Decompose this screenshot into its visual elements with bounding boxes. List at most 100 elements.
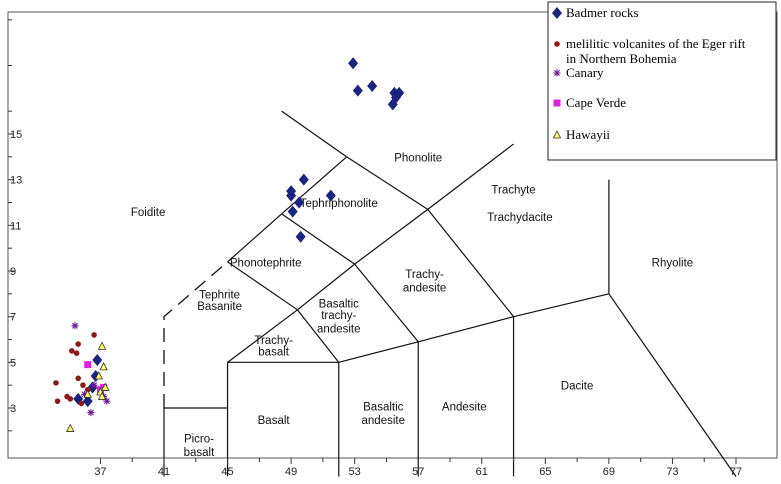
- boundary-line: [427, 167, 483, 210]
- field-label: Tephriphonolite: [300, 198, 378, 210]
- boundary-line: [427, 208, 515, 318]
- legend-marker: [552, 7, 562, 19]
- field-label: basalt: [258, 346, 289, 358]
- data-point: [73, 350, 80, 357]
- y-tick-label: 7: [10, 312, 16, 324]
- data-point: [352, 84, 363, 97]
- data-point: [54, 398, 61, 404]
- legend-marker: [553, 69, 561, 77]
- field-label: andesite: [317, 324, 360, 336]
- x-tick-label: 61: [476, 466, 488, 478]
- field-label: Dacite: [561, 381, 594, 393]
- field-label: Trachydacite: [487, 212, 552, 224]
- legend-label: Canary: [566, 65, 604, 80]
- field-label: Phonolite: [394, 152, 442, 164]
- y-tick-label: 11: [10, 220, 21, 232]
- data-point: [91, 332, 97, 338]
- y-tick-label: 3: [10, 403, 16, 415]
- data-point: [83, 389, 92, 398]
- data-points: [53, 57, 405, 432]
- boundary-line: [481, 143, 514, 169]
- legend-marker: [553, 99, 561, 107]
- boundary-line: [338, 341, 419, 363]
- data-point: [66, 423, 75, 432]
- data-point: [67, 396, 74, 402]
- data-point: [84, 361, 92, 369]
- data-point: [390, 91, 401, 104]
- boundary-line: [281, 110, 348, 158]
- foidite-boundary-dashed: [163, 261, 228, 408]
- x-tick-label: 65: [539, 466, 551, 478]
- legend-label: Cape Verde: [566, 95, 626, 110]
- data-point: [75, 341, 81, 347]
- x-tick-label: 69: [603, 466, 615, 478]
- boundary-line: [281, 213, 356, 265]
- data-point: [94, 371, 104, 380]
- boundary-line: [296, 309, 340, 363]
- legend-label: Hawayii: [566, 127, 610, 142]
- x-tick-label: 77: [730, 466, 742, 478]
- data-point: [103, 397, 111, 405]
- data-point: [97, 391, 107, 400]
- x-tick-label: 45: [221, 466, 233, 478]
- data-point: [87, 409, 95, 417]
- data-point: [92, 354, 103, 367]
- field-labels: Foidite Phonolite Tephriphonolite Trachyte T…: [131, 152, 693, 459]
- data-point: [71, 322, 79, 330]
- data-point: [97, 341, 107, 350]
- data-point: [298, 173, 309, 186]
- boundary-line: [227, 261, 298, 311]
- x-tick-label: 41: [158, 466, 170, 478]
- field-label: Foidite: [131, 207, 166, 219]
- legend: Badmer rocks melilitic volcanites of the …: [547, 1, 777, 161]
- data-point: [286, 189, 297, 202]
- y-tick-label: 13: [10, 175, 22, 187]
- boundary-line: [281, 156, 348, 215]
- field-label: Basaltic: [319, 299, 360, 311]
- x-tick-label: 57: [412, 466, 424, 478]
- legend-marker: [552, 130, 562, 139]
- field-label: Rhyolite: [652, 257, 694, 269]
- data-point: [367, 80, 378, 93]
- data-point: [100, 382, 110, 391]
- field-label: Andesite: [442, 401, 487, 413]
- data-point: [325, 189, 336, 202]
- boundary-line: [608, 293, 737, 477]
- y-tick-label: 9: [10, 266, 16, 278]
- boundary-line: [227, 309, 298, 363]
- field-label: basalt: [184, 447, 215, 459]
- field-label: Basaltic: [363, 401, 404, 413]
- boundary-line: [418, 316, 514, 343]
- x-tick-label: 73: [666, 466, 678, 478]
- data-point: [53, 380, 59, 386]
- boundary-line: [354, 208, 429, 265]
- field-label: Trachy-: [405, 269, 444, 281]
- field-label: andesite: [403, 283, 446, 295]
- field-label: Trachy-: [254, 335, 293, 347]
- x-tick-label: 49: [285, 466, 297, 478]
- field-label: Basanite: [197, 301, 242, 313]
- legend-box: [547, 1, 777, 161]
- data-point: [78, 400, 85, 407]
- field-boundaries: [163, 110, 737, 477]
- boundary-line: [346, 156, 429, 210]
- data-point: [294, 196, 305, 209]
- legend-marker: [554, 41, 560, 47]
- field-label: Tephrite: [199, 289, 240, 301]
- field-label: Basalt: [258, 415, 291, 427]
- field-label: trachy-: [321, 310, 356, 322]
- boundary-line: [513, 293, 610, 318]
- field-label: andesite: [362, 415, 405, 427]
- data-point: [82, 395, 93, 408]
- data-point: [99, 362, 108, 371]
- data-point: [295, 230, 306, 243]
- boundary-line: [227, 213, 282, 263]
- y-tick-label: 15: [10, 129, 22, 141]
- field-label: Picro-: [184, 433, 214, 445]
- field-label: Trachyte: [491, 184, 535, 196]
- field-label: Phonotephrite: [230, 257, 302, 269]
- legend-label: Badmer rocks: [566, 5, 639, 20]
- legend-label: in Northern Bohemia: [566, 51, 677, 66]
